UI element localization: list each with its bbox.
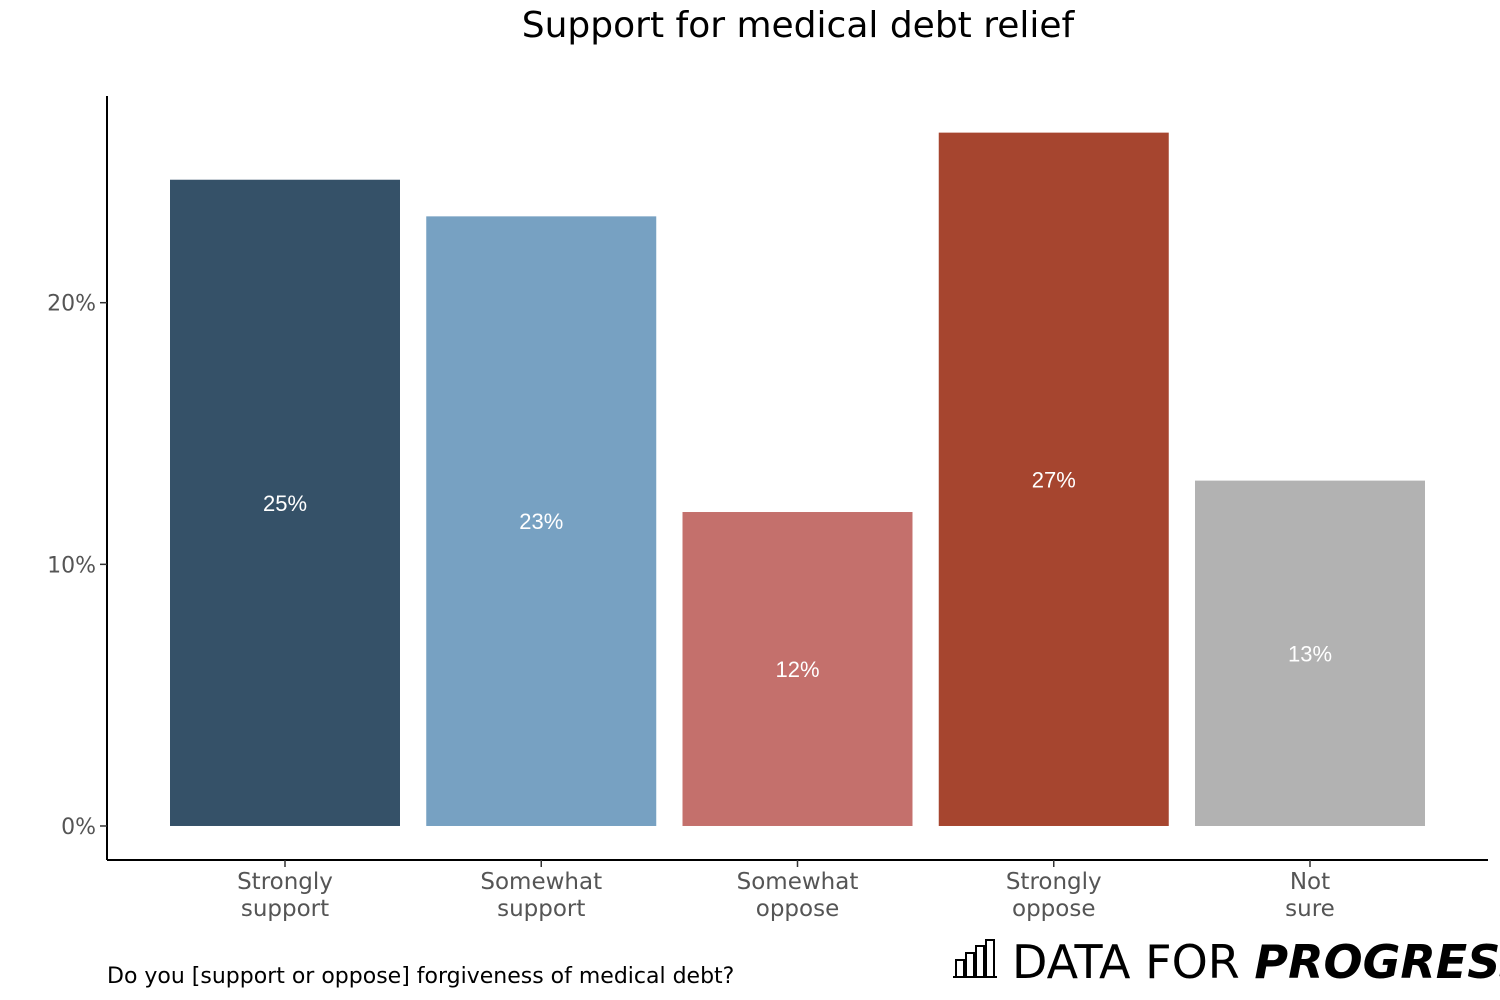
x-tick-label-strongly-oppose-line2: oppose: [1012, 896, 1095, 922]
data-label-somewhat-oppose: 12%: [775, 657, 819, 682]
chart-title: Support for medical debt relief: [522, 5, 1076, 46]
x-tick-label-not-sure-line1: Not: [1290, 869, 1330, 895]
x-tick-label-somewhat-support-line2: support: [497, 896, 585, 922]
y-axis-ticks: 0% 10% 20%: [47, 292, 107, 840]
data-label-strongly-oppose: 27%: [1032, 467, 1076, 492]
x-tick-label-not-sure-line2: sure: [1285, 896, 1335, 922]
x-axis-ticks: StronglysupportSomewhatsupportSomewhatop…: [237, 860, 1335, 922]
logo-text-bold: PROGRESS: [1254, 935, 1500, 989]
data-labels-layer: 25% 23% 12% 27% 13%: [263, 467, 1332, 682]
bar-somewhat-support: [426, 216, 657, 826]
data-for-progress-logo: DATA FOR PROGRESS: [953, 935, 1500, 989]
bar-chart-icon: [953, 939, 997, 978]
logo-wordmark: DATA FOR PROGRESS: [1012, 935, 1500, 989]
data-label-somewhat-support: 23%: [519, 509, 563, 534]
y-tick-label-0: 0%: [61, 815, 96, 840]
x-tick-label-somewhat-support-line1: Somewhat: [480, 869, 602, 895]
bars-layer: [170, 132, 1425, 826]
x-tick-label-strongly-support-line1: Strongly: [237, 869, 333, 895]
logo-text-light: DATA FOR: [1012, 935, 1254, 989]
y-tick-label-10: 10%: [47, 553, 96, 578]
data-label-strongly-support: 25%: [263, 491, 307, 516]
bar-strongly-oppose: [938, 132, 1169, 826]
bar-not-sure: [1195, 480, 1425, 826]
chart-caption: Do you [support or oppose] forgiveness o…: [107, 964, 734, 989]
y-tick-label-20: 20%: [47, 292, 96, 317]
bar-somewhat-oppose: [682, 512, 913, 826]
x-tick-label-somewhat-oppose-line1: Somewhat: [737, 869, 859, 895]
bar-strongly-support: [170, 179, 400, 826]
x-tick-label-somewhat-oppose-line2: oppose: [756, 896, 839, 922]
x-tick-label-strongly-oppose-line1: Strongly: [1006, 869, 1102, 895]
x-tick-label-strongly-support-line2: support: [241, 896, 329, 922]
data-label-not-sure: 13%: [1288, 641, 1332, 666]
